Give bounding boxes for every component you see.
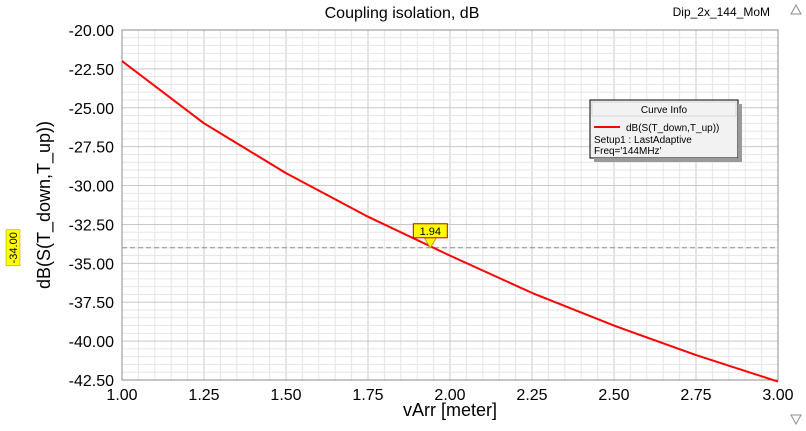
- marker-y-label: -34.00: [8, 232, 20, 263]
- y-tick-label: -42.50: [69, 373, 114, 390]
- y-tick-label: -20.00: [69, 23, 114, 40]
- legend-entry-series: dB(S(T_down,T_up)): [626, 123, 719, 134]
- x-tick-label: 2.50: [598, 387, 629, 404]
- y-axis-label: dB(S(T_down,T_up)): [34, 121, 55, 289]
- scroll-up-icon[interactable]: [790, 3, 802, 15]
- marker-x-label-box[interactable]: [412, 223, 448, 239]
- legend-title-bar: [591, 101, 737, 117]
- x-tick-label: 1.75: [352, 387, 383, 404]
- grid: [122, 30, 778, 380]
- legend-entry-setup: Setup1 : LastAdaptive: [594, 135, 692, 146]
- legend-shadow-right: [738, 104, 742, 162]
- y-tick-label: -40.00: [69, 334, 114, 351]
- chart-title: Coupling isolation, dB: [325, 5, 480, 22]
- legend-title: Curve Info: [641, 105, 688, 116]
- project-name: Dip_2x_144_MoM: [673, 5, 770, 19]
- legend-entry-freq: Freq='144MHz': [594, 146, 662, 157]
- series-layer: [121, 60, 779, 383]
- y-tick-label: -37.50: [69, 295, 114, 312]
- y-tick-label: -27.50: [69, 140, 114, 157]
- x-tick-label: 2.00: [434, 387, 465, 404]
- marker-x-label: 1.94: [420, 226, 441, 238]
- marker-y-readout: -34.00: [5, 229, 21, 267]
- legend-curve-info[interactable]: Curve Info dB(S(T_down,T_up)) Setup1 : L…: [589, 99, 742, 162]
- x-tick-label: 3.00: [762, 387, 793, 404]
- x-tick-label: 1.25: [188, 387, 219, 404]
- series-line-s-t-down-t-up: [121, 60, 779, 383]
- x-axis-ticks: 1.00 1.25 1.50 1.75 2.00 2.25 2.50 2.75 3.00: [106, 387, 793, 404]
- x-tick-label: 2.75: [680, 387, 711, 404]
- y-tick-label: -22.50: [69, 62, 114, 79]
- x-tick-label: 1.50: [270, 387, 301, 404]
- x-tick-label: 1.00: [106, 387, 137, 404]
- y-tick-label: -32.50: [69, 217, 114, 234]
- x-tick-label: 2.25: [516, 387, 547, 404]
- marker-y-label-box: [5, 229, 21, 267]
- scroll-down-icon[interactable]: [790, 414, 802, 426]
- x-axis-label: vArr [meter]: [403, 400, 497, 420]
- y-axis-ticks: -20.00 -22.50 -25.00 -27.50 -30.00 -32.50 -35.…: [69, 23, 114, 390]
- y-tick-label: -25.00: [69, 101, 114, 118]
- y-tick-label: -30.00: [69, 179, 114, 196]
- y-tick-label: -35.00: [69, 256, 114, 273]
- marker-1-94[interactable]: 1.94: [412, 223, 448, 249]
- plot-area: [121, 29, 779, 381]
- legend-shadow-bottom: [594, 158, 742, 162]
